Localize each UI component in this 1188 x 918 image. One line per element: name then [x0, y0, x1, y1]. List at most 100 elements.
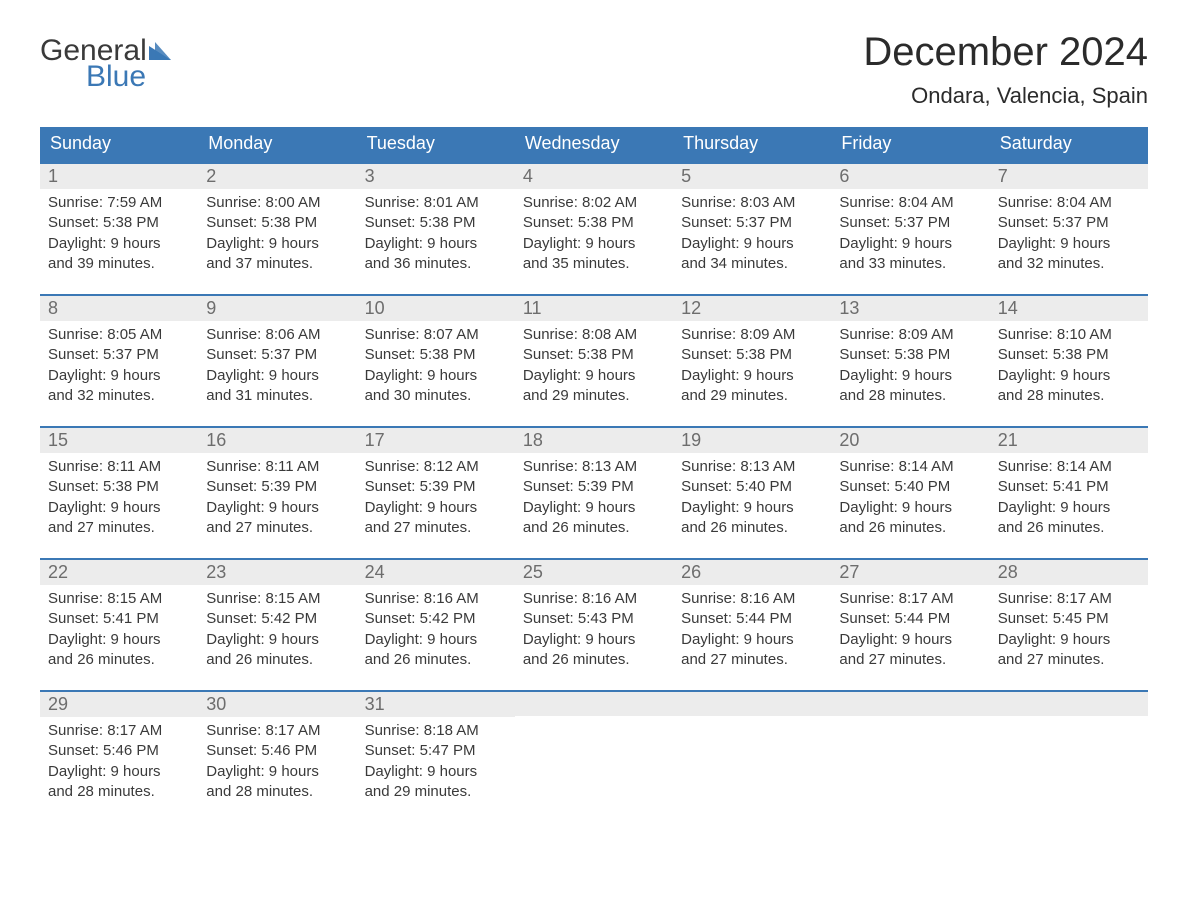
- day-details: Sunrise: 8:03 AMSunset: 5:37 PMDaylight:…: [673, 189, 831, 280]
- daylight-text: and 26 minutes.: [523, 518, 665, 538]
- sunrise-text: Sunrise: 8:10 AM: [998, 325, 1140, 345]
- sunrise-text: Sunrise: 8:07 AM: [365, 325, 507, 345]
- daylight-text: and 34 minutes.: [681, 254, 823, 274]
- sunset-text: Sunset: 5:43 PM: [523, 609, 665, 629]
- sunrise-text: Sunrise: 8:16 AM: [681, 589, 823, 609]
- daylight-text: Daylight: 9 hours: [998, 630, 1140, 650]
- daylight-text: Daylight: 9 hours: [48, 366, 190, 386]
- sunset-text: Sunset: 5:37 PM: [206, 345, 348, 365]
- day-details: Sunrise: 8:11 AMSunset: 5:38 PMDaylight:…: [40, 453, 198, 544]
- day-cell: 19Sunrise: 8:13 AMSunset: 5:40 PMDayligh…: [673, 428, 831, 544]
- day-number: 15: [40, 428, 198, 453]
- sunset-text: Sunset: 5:47 PM: [365, 741, 507, 761]
- day-cell: 31Sunrise: 8:18 AMSunset: 5:47 PMDayligh…: [357, 692, 515, 808]
- day-cell: 20Sunrise: 8:14 AMSunset: 5:40 PMDayligh…: [831, 428, 989, 544]
- sunrise-text: Sunrise: 8:14 AM: [839, 457, 981, 477]
- day-details: Sunrise: 8:04 AMSunset: 5:37 PMDaylight:…: [990, 189, 1148, 280]
- day-number: 6: [831, 164, 989, 189]
- daylight-text: and 28 minutes.: [998, 386, 1140, 406]
- day-number: 13: [831, 296, 989, 321]
- sunset-text: Sunset: 5:39 PM: [206, 477, 348, 497]
- sunrise-text: Sunrise: 7:59 AM: [48, 193, 190, 213]
- day-cell: 25Sunrise: 8:16 AMSunset: 5:43 PMDayligh…: [515, 560, 673, 676]
- weekday-header: Saturday: [990, 127, 1148, 162]
- daylight-text: Daylight: 9 hours: [206, 234, 348, 254]
- daylight-text: and 26 minutes.: [206, 650, 348, 670]
- day-number: 2: [198, 164, 356, 189]
- day-cell: 9Sunrise: 8:06 AMSunset: 5:37 PMDaylight…: [198, 296, 356, 412]
- daylight-text: Daylight: 9 hours: [365, 630, 507, 650]
- day-details: Sunrise: 8:17 AMSunset: 5:46 PMDaylight:…: [198, 717, 356, 808]
- sunset-text: Sunset: 5:37 PM: [681, 213, 823, 233]
- day-number: 21: [990, 428, 1148, 453]
- day-details: Sunrise: 8:17 AMSunset: 5:44 PMDaylight:…: [831, 585, 989, 676]
- day-number: 31: [357, 692, 515, 717]
- day-cell: 22Sunrise: 8:15 AMSunset: 5:41 PMDayligh…: [40, 560, 198, 676]
- day-number: 4: [515, 164, 673, 189]
- week-row: 15Sunrise: 8:11 AMSunset: 5:38 PMDayligh…: [40, 426, 1148, 544]
- weekday-header: Monday: [198, 127, 356, 162]
- day-number: 11: [515, 296, 673, 321]
- daylight-text: and 26 minutes.: [48, 650, 190, 670]
- daylight-text: and 27 minutes.: [365, 518, 507, 538]
- daylight-text: and 29 minutes.: [365, 782, 507, 802]
- daylight-text: Daylight: 9 hours: [681, 234, 823, 254]
- sunrise-text: Sunrise: 8:18 AM: [365, 721, 507, 741]
- day-cell: 7Sunrise: 8:04 AMSunset: 5:37 PMDaylight…: [990, 164, 1148, 280]
- sunset-text: Sunset: 5:38 PM: [365, 345, 507, 365]
- day-cell: 24Sunrise: 8:16 AMSunset: 5:42 PMDayligh…: [357, 560, 515, 676]
- day-details: Sunrise: 8:01 AMSunset: 5:38 PMDaylight:…: [357, 189, 515, 280]
- sunrise-text: Sunrise: 8:14 AM: [998, 457, 1140, 477]
- daylight-text: Daylight: 9 hours: [523, 366, 665, 386]
- day-cell: 5Sunrise: 8:03 AMSunset: 5:37 PMDaylight…: [673, 164, 831, 280]
- day-cell: 8Sunrise: 8:05 AMSunset: 5:37 PMDaylight…: [40, 296, 198, 412]
- sunrise-text: Sunrise: 8:17 AM: [48, 721, 190, 741]
- daylight-text: and 27 minutes.: [206, 518, 348, 538]
- day-cell: 16Sunrise: 8:11 AMSunset: 5:39 PMDayligh…: [198, 428, 356, 544]
- daylight-text: and 26 minutes.: [839, 518, 981, 538]
- sunset-text: Sunset: 5:37 PM: [48, 345, 190, 365]
- sunrise-text: Sunrise: 8:17 AM: [998, 589, 1140, 609]
- day-details: Sunrise: 8:17 AMSunset: 5:46 PMDaylight:…: [40, 717, 198, 808]
- daylight-text: Daylight: 9 hours: [206, 366, 348, 386]
- day-cell: 13Sunrise: 8:09 AMSunset: 5:38 PMDayligh…: [831, 296, 989, 412]
- day-number: 14: [990, 296, 1148, 321]
- sunrise-text: Sunrise: 8:04 AM: [839, 193, 981, 213]
- daylight-text: Daylight: 9 hours: [206, 762, 348, 782]
- weekday-header: Friday: [831, 127, 989, 162]
- day-details: Sunrise: 8:07 AMSunset: 5:38 PMDaylight:…: [357, 321, 515, 412]
- sunset-text: Sunset: 5:44 PM: [839, 609, 981, 629]
- page-header: General Blue December 2024 Ondara, Valen…: [40, 30, 1148, 109]
- day-details: Sunrise: 8:11 AMSunset: 5:39 PMDaylight:…: [198, 453, 356, 544]
- day-details: Sunrise: 8:13 AMSunset: 5:39 PMDaylight:…: [515, 453, 673, 544]
- daylight-text: and 27 minutes.: [839, 650, 981, 670]
- day-details: Sunrise: 8:08 AMSunset: 5:38 PMDaylight:…: [515, 321, 673, 412]
- sunrise-text: Sunrise: 8:01 AM: [365, 193, 507, 213]
- daylight-text: and 31 minutes.: [206, 386, 348, 406]
- sunrise-text: Sunrise: 8:17 AM: [839, 589, 981, 609]
- daylight-text: Daylight: 9 hours: [839, 498, 981, 518]
- day-cell: [673, 692, 831, 808]
- daylight-text: and 26 minutes.: [365, 650, 507, 670]
- sunrise-text: Sunrise: 8:06 AM: [206, 325, 348, 345]
- daylight-text: and 28 minutes.: [48, 782, 190, 802]
- day-number: 8: [40, 296, 198, 321]
- sunset-text: Sunset: 5:39 PM: [523, 477, 665, 497]
- sunrise-text: Sunrise: 8:09 AM: [839, 325, 981, 345]
- sunset-text: Sunset: 5:38 PM: [48, 213, 190, 233]
- daylight-text: Daylight: 9 hours: [365, 498, 507, 518]
- sunrise-text: Sunrise: 8:16 AM: [365, 589, 507, 609]
- daylight-text: Daylight: 9 hours: [48, 630, 190, 650]
- sunset-text: Sunset: 5:38 PM: [523, 213, 665, 233]
- weekday-header: Sunday: [40, 127, 198, 162]
- sunset-text: Sunset: 5:42 PM: [206, 609, 348, 629]
- day-cell: 15Sunrise: 8:11 AMSunset: 5:38 PMDayligh…: [40, 428, 198, 544]
- location-text: Ondara, Valencia, Spain: [863, 83, 1148, 109]
- sunset-text: Sunset: 5:38 PM: [206, 213, 348, 233]
- daylight-text: Daylight: 9 hours: [681, 630, 823, 650]
- sunrise-text: Sunrise: 8:09 AM: [681, 325, 823, 345]
- daylight-text: and 27 minutes.: [998, 650, 1140, 670]
- day-details: Sunrise: 8:16 AMSunset: 5:43 PMDaylight:…: [515, 585, 673, 676]
- day-cell: [990, 692, 1148, 808]
- sunset-text: Sunset: 5:38 PM: [839, 345, 981, 365]
